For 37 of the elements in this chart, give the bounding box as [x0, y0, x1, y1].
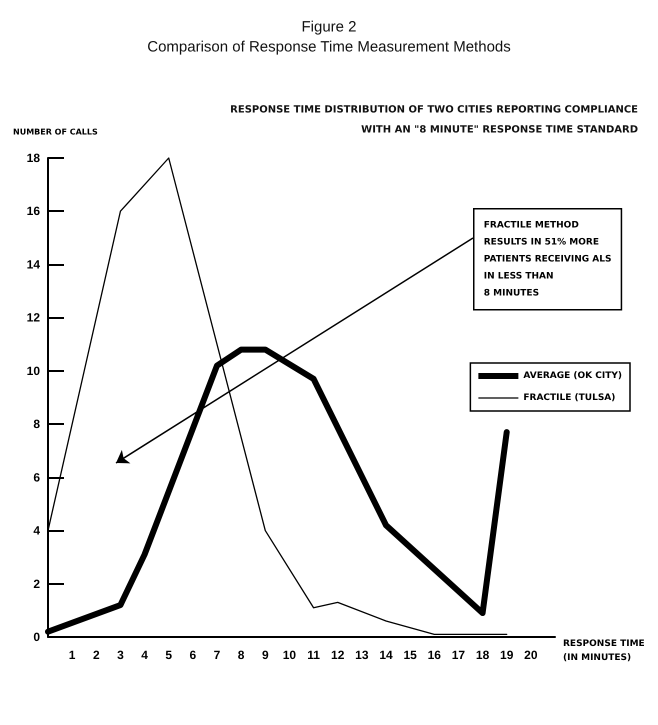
- legend-label: FRACTILE (TULSA): [523, 393, 616, 403]
- x-tick-label: 17: [452, 648, 466, 662]
- y-tick-label: 12: [26, 310, 40, 325]
- x-tick-label: 2: [92, 648, 100, 662]
- y-tick-label: 4: [33, 524, 40, 538]
- y-tick-label: 14: [26, 257, 40, 272]
- x-tick-label: 10: [282, 648, 296, 662]
- y-tick-label: 8: [33, 417, 40, 432]
- y-axis-title: NUMBER OF CALLS: [13, 128, 98, 136]
- x-tick-label: 18: [476, 648, 490, 662]
- x-tick-label: 5: [165, 648, 172, 662]
- chart-title: Figure 2 Comparison of Response Time Measurement Methods: [147, 18, 511, 56]
- x-tick-label: 12: [331, 648, 345, 662]
- y-tick-label: 2: [33, 576, 40, 591]
- y-tick-label: 16: [26, 204, 40, 218]
- x-axis-title: RESPONSE TIME (IN MINUTES): [563, 639, 645, 663]
- x-tick-label: 15: [403, 648, 418, 662]
- x-tick-label: 19: [500, 648, 514, 662]
- y-tick-label: 10: [26, 364, 40, 378]
- y-tick-label: 18: [26, 151, 40, 165]
- x-tick-label: 1: [68, 648, 76, 662]
- x-tick-label: 7: [214, 648, 221, 662]
- legend-label: AVERAGE (OK CITY): [523, 371, 622, 381]
- x-tick-label: 3: [117, 648, 124, 662]
- x-tick-label: 11: [307, 648, 320, 662]
- x-tick-label: 13: [355, 648, 369, 662]
- chart-subtitle: RESPONSE TIME DISTRIBUTION OF TWO CITIES REPORTING COMPLIANCE WITH AN "8 MINUTE" RESPONSE TIME STANDARD: [230, 104, 638, 136]
- x-tick-label: 6: [190, 648, 197, 662]
- x-tick-label: 8: [238, 648, 245, 662]
- x-tick-label: 14: [379, 648, 393, 662]
- annotation: FRACTILE METHOD RESULTS IN 51% MORE PATIENTS RECEIVING ALS IN LESS THAN 8 MINUTES: [484, 220, 612, 298]
- x-tick-label: 16: [428, 648, 442, 662]
- x-tick-label: 9: [262, 648, 269, 662]
- x-tick-label: 4: [141, 648, 148, 662]
- y-tick-label: 6: [33, 470, 40, 484]
- x-tick-label: 20: [524, 648, 538, 662]
- y-tick-label: 0: [33, 630, 40, 644]
